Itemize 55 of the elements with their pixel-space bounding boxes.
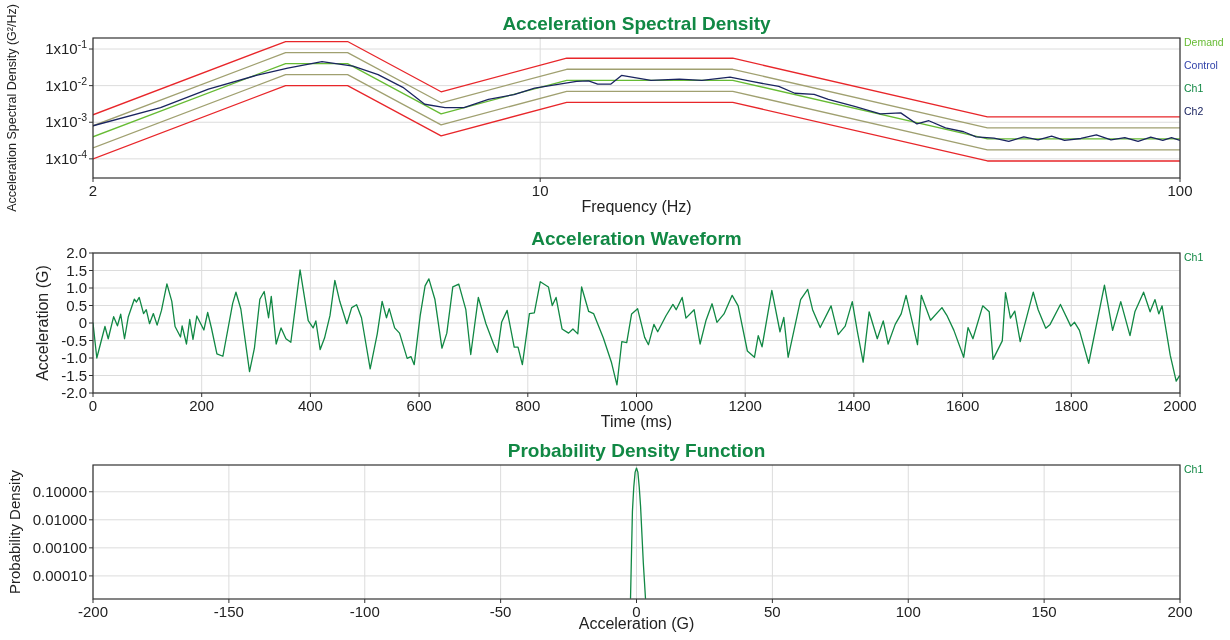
x-tick-label: 2 [88, 182, 98, 199]
x-tick-label: 150 [1031, 603, 1057, 620]
y-tick-label: 0 [78, 314, 87, 331]
x-tick-label: -150 [213, 603, 244, 620]
x-axis-title: Time (ms) [600, 413, 673, 430]
y-tick-label: 2.0 [66, 244, 87, 261]
x-tick-label: 100 [1167, 182, 1193, 199]
y-axis-title: Acceleration (G) [34, 265, 51, 381]
y-tick-label: -1.5 [61, 366, 87, 384]
y-axis-title: Probability Density [6, 469, 23, 595]
x-tick-label: 10 [531, 182, 549, 199]
x-tick-label: 1400 [837, 397, 871, 414]
text: Demand [1184, 36, 1224, 48]
text: Ch1 [1184, 251, 1204, 263]
y-tick-label: -0.5 [61, 331, 87, 349]
y-tick-label: -1.0 [61, 349, 87, 366]
y-tick-label: 1x10$^{-2}$ [45, 74, 88, 94]
y-tick-label: 0.01000 [32, 510, 87, 528]
x-tick-label: 100 [895, 603, 921, 620]
chart-title: Probability Density Function [507, 440, 766, 461]
legend-label: Ch1 [1184, 82, 1204, 94]
line-series [93, 269, 1180, 386]
text: Ch2 [1184, 105, 1204, 117]
y-tick-label: 0.10000 [32, 482, 87, 500]
text: Ch1 [1184, 463, 1204, 475]
y-tick-label: -2.0 [61, 384, 87, 401]
y-axis-title: Acceleration Spectral Density (G²/Hz) [5, 4, 19, 212]
y-tick-label: 1.0 [66, 279, 87, 296]
x-tick-label: 1200 [728, 397, 762, 414]
x-tick-label: 200 [1167, 603, 1193, 620]
y-tick-label: 1x10$^{-4}$ [45, 147, 88, 167]
legend-label: Control [1184, 59, 1218, 71]
x-axis-title: Frequency (Hz) [581, 198, 692, 215]
x-tick-label: 1600 [945, 397, 980, 414]
chart-title: Acceleration Spectral Density [502, 13, 772, 34]
x-tick-label: 50 [764, 603, 781, 620]
x-tick-label: -50 [489, 603, 512, 620]
x-tick-label: 800 [515, 397, 541, 414]
x-tick-label: 400 [297, 397, 323, 414]
x-tick-label: -100 [349, 603, 380, 620]
y-tick-label: 0.00010 [32, 566, 87, 584]
y-tick-label: 1x10$^{-3}$ [45, 111, 88, 131]
x-tick-label: 2000 [1163, 397, 1197, 414]
line-series [629, 467, 647, 599]
y-tick-label: 1x10$^{-1}$ [45, 38, 88, 58]
x-tick-label: 0 [632, 603, 641, 620]
x-tick-label: 200 [189, 397, 215, 414]
x-tick-label: 1800 [1054, 397, 1088, 414]
y-tick-label: 0.5 [66, 296, 87, 314]
y-tick-label: 1.5 [66, 261, 87, 279]
y-tick-label: 0.00100 [32, 538, 87, 556]
x-tick-label: 1000 [619, 397, 654, 414]
x-tick-label: -200 [77, 603, 109, 620]
chart-title: Acceleration Waveform [531, 228, 742, 249]
x-tick-label: 600 [406, 397, 432, 414]
